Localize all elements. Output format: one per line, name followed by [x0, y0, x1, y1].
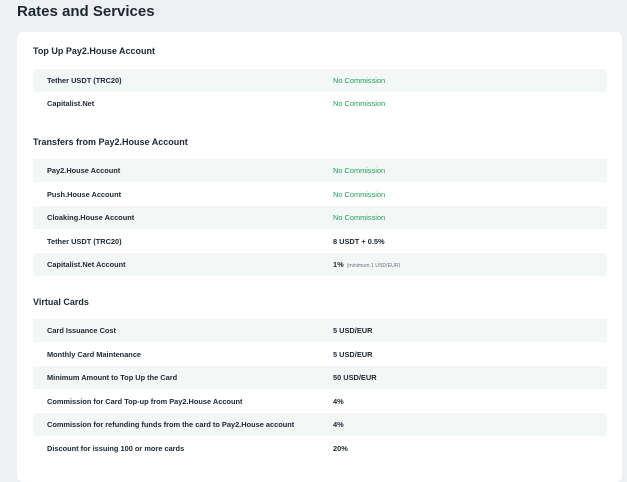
rate-row: Monthly Card Maintenance 5 USD/EUR — [33, 343, 607, 366]
rate-label: Tether USDT (TRC20) — [47, 237, 122, 246]
rate-value: 50 USD/EUR — [333, 373, 377, 382]
rate-label: Pay2.House Account — [47, 166, 121, 175]
rate-row: Minimum Amount to Top Up the Card 50 USD… — [33, 366, 607, 389]
rate-row: Tether USDT (TRC20) No Commission — [33, 69, 607, 92]
rates-card: Top Up Pay2.House Account Tether USDT (T… — [17, 32, 622, 482]
rate-label: Commission for Card Top-up from Pay2.Hou… — [47, 397, 243, 406]
rate-row: Discount for issuing 100 or more cards 2… — [33, 437, 607, 460]
rate-row: Pay2.House Account No Commission — [33, 159, 607, 182]
rate-row: Card Issuance Cost 5 USD/EUR — [33, 319, 607, 342]
rate-label: Capitalist.Net Account — [47, 260, 126, 269]
rate-value: 5 USD/EUR — [333, 350, 373, 359]
rate-label: Capitalist.Net — [47, 99, 95, 108]
rate-label: Push.House Account — [47, 190, 122, 199]
section-title-virtual-cards: Virtual Cards — [33, 297, 89, 307]
rate-label: Tether USDT (TRC20) — [47, 76, 122, 85]
rate-row: Commission for refunding funds from the … — [33, 413, 607, 436]
rate-value: No Commission — [333, 190, 386, 199]
rate-value: 1% — [333, 260, 344, 269]
section-title-transfers: Transfers from Pay2.House Account — [33, 137, 188, 147]
rate-label: Card Issuance Cost — [47, 326, 117, 335]
rate-value: 5 USD/EUR — [333, 326, 373, 335]
rate-row: Capitalist.Net Account 1% (minimum 1 USD/… — [33, 253, 607, 276]
rate-value: No Commission — [333, 166, 386, 175]
rate-value: 4% — [333, 397, 344, 406]
rate-row: Tether USDT (TRC20) 8 USDT + 0.5% — [33, 230, 607, 253]
rate-value: No Commission — [333, 99, 386, 108]
rate-label: Minimum Amount to Top Up the Card — [47, 373, 178, 382]
rate-value-wrap: 1% (minimum 1 USD/EUR) — [319, 260, 607, 269]
rate-value: 20% — [333, 444, 348, 453]
rate-value: 4% — [333, 420, 344, 429]
page-title: Rates and Services — [17, 3, 155, 20]
rate-value: No Commission — [333, 76, 386, 85]
rate-label: Monthly Card Maintenance — [47, 350, 142, 359]
rate-label: Cloaking.House Account — [47, 213, 135, 222]
rate-value: 8 USDT + 0.5% — [333, 237, 385, 246]
rate-note: (minimum 1 USD/EUR) — [346, 263, 401, 269]
rate-row: Capitalist.Net No Commission — [33, 92, 607, 115]
rate-label: Commission for refunding funds from the … — [47, 420, 295, 429]
rate-row: Push.House Account No Commission — [33, 183, 607, 206]
rate-row: Cloaking.House Account No Commission — [33, 206, 607, 229]
rate-label: Discount for issuing 100 or more cards — [47, 444, 185, 453]
section-title-top-up: Top Up Pay2.House Account — [33, 46, 156, 56]
rate-row: Commission for Card Top-up from Pay2.Hou… — [33, 390, 607, 413]
rate-value: No Commission — [333, 213, 386, 222]
